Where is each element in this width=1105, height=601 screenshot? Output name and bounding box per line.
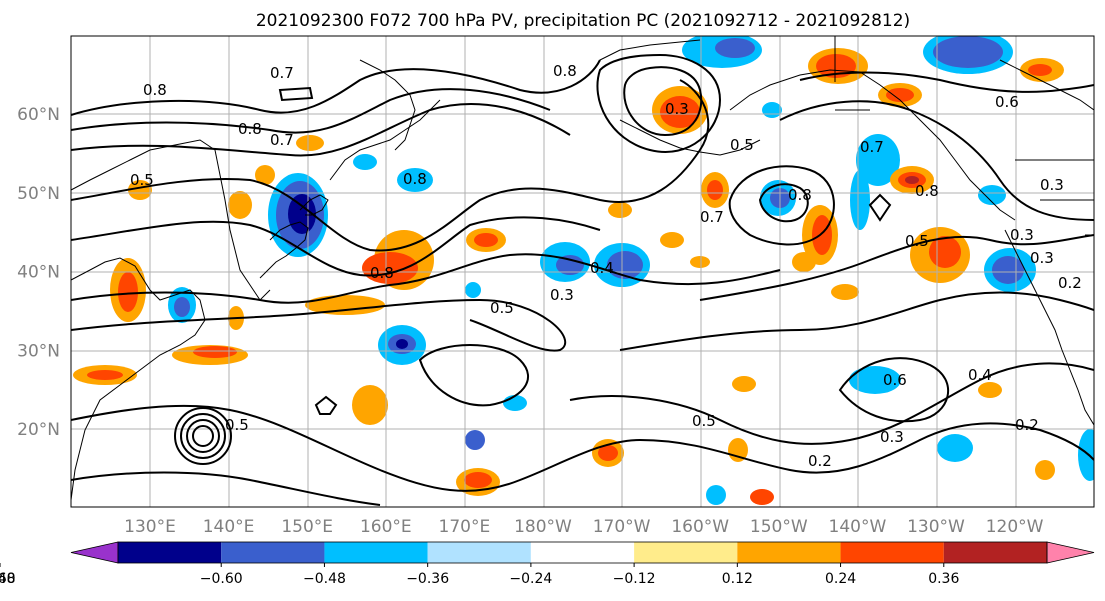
contour-label: 0.8 [238,120,262,138]
contour-label: 0.2 [1015,416,1039,434]
contour-label: 0.8 [370,264,394,282]
colorbar-segment [530,542,635,563]
lat-label: 50°N [17,184,60,204]
contour-label: 0.5 [905,232,929,250]
colorbar-tick-label: 0.24 [825,571,856,587]
colorbar-segment [427,542,531,563]
lat-label: 30°N [17,341,60,361]
contour-label: 0.3 [1030,249,1054,267]
contour-label: 0.3 [880,428,904,446]
colorbar-tick-label: 0.60 [0,571,16,587]
latitude-labels: 60°N 50°N 40°N 30°N 20°N [17,105,60,440]
contour-label: 0.5 [692,412,716,430]
colorbar-segment [737,542,841,563]
contour-label: 0.8 [143,81,167,99]
lon-label: 150°W [750,517,808,537]
contour-label: 0.7 [700,208,724,226]
contour-label: 0.6 [995,93,1019,111]
contour-label: 0.8 [403,170,427,188]
colorbar-segment [324,542,428,563]
map-frame: 0.7 0.8 0.8 0.7 0.5 0.8 0.8 0.8 0.5 0.4 … [70,35,1095,508]
lon-label: 120°W [986,517,1044,537]
colorbar-tick-label: 0.48 [0,571,16,587]
colorbar-extend-low [70,541,119,564]
contour-label: 0.4 [590,259,614,277]
lon-label: 140°E [203,517,255,537]
lon-label: 170°W [593,517,651,537]
colorbar-tick-label: −0.48 [303,571,346,587]
contour-label: 0.5 [730,136,754,154]
colorbar-tick-label: −0.12 [613,571,656,587]
contour-label: 0.3 [550,286,574,304]
contour-label: 0.8 [915,182,939,200]
contour-label: 0.4 [968,366,992,384]
contour-label: 0.6 [883,371,907,389]
contour-label: 0.2 [808,452,832,470]
lon-label: 180°W [514,517,572,537]
lon-label: 130°W [907,517,965,537]
colorbar-segment [634,542,738,563]
colorbar-tick-label: −0.36 [406,571,449,587]
lon-label: 160°W [671,517,729,537]
lon-label: 160°E [360,517,412,537]
contour-label: 0.8 [788,186,812,204]
pv-contours [71,53,1094,506]
contour-label: 0.3 [665,100,689,118]
lat-label: 40°N [17,263,60,283]
map-title: 2021092300 F072 700 hPa PV, precipitatio… [256,11,910,31]
colorbar-extend-high [1046,541,1095,564]
lon-label: 150°E [281,517,333,537]
contour-label: 0.7 [270,64,294,82]
contour-label: 0.5 [490,299,514,317]
contour-label: 0.5 [130,171,154,189]
colorbar-tick-label: 0.12 [722,571,753,587]
colorbar-segment [221,542,325,563]
contour-label: 0.2 [1058,274,1082,292]
contour-label: 0.3 [1010,226,1034,244]
contour-label: 0.7 [270,131,294,149]
longitude-labels: 130°E 140°E 150°E 160°E 170°E 180°W 170°W 160°W… [124,517,1044,537]
colorbar-tick-label: −0.24 [509,571,552,587]
lat-label: 60°N [17,105,60,125]
colorbar-tick-label: −0.60 [200,571,243,587]
contour-labels: 0.7 0.8 0.8 0.7 0.5 0.8 0.8 0.8 0.5 0.4 … [130,62,1082,470]
graticule [71,36,1094,507]
colorbar-segment [840,542,944,563]
colorbar-outline [117,541,1048,564]
contour-label: 0.7 [860,138,884,156]
lon-label: 170°E [439,517,491,537]
lon-label: 140°W [829,517,887,537]
precipitation-shading [73,36,1094,505]
contour-label: 0.8 [553,62,577,80]
contour-label: 0.5 [225,416,249,434]
colorbar-segment [118,542,222,563]
lon-label: 130°E [124,517,176,537]
colorbar-tick-label: 0.36 [928,571,959,587]
colorbar: −0.60 −0.48 −0.36 −0.24 −0.12 0.12 0.24 0.36 0.4… [0,541,1095,587]
contour-label: 0.3 [1040,176,1064,194]
colorbar-segment [943,542,1047,563]
lat-label: 20°N [17,420,60,440]
